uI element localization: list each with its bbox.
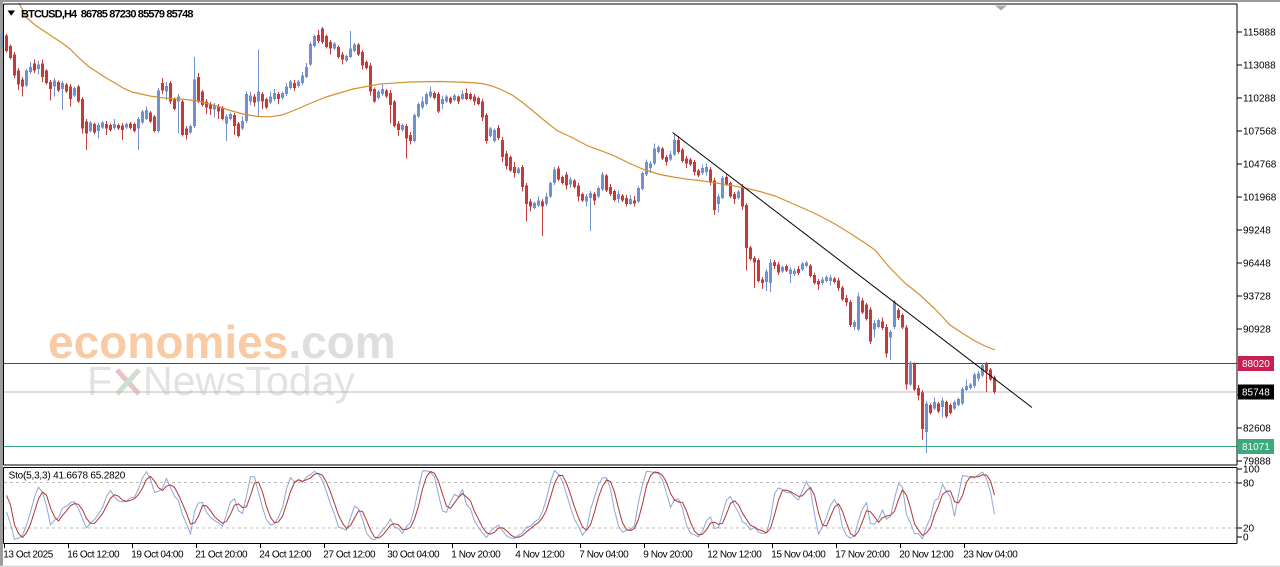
svg-text:96448: 96448 bbox=[1243, 259, 1271, 270]
svg-text:101968: 101968 bbox=[1243, 193, 1277, 204]
svg-text:30 Oct 04:00: 30 Oct 04:00 bbox=[387, 550, 440, 561]
svg-text:20 Nov 12:00: 20 Nov 12:00 bbox=[899, 550, 954, 561]
svg-text:17 Nov 20:00: 17 Nov 20:00 bbox=[835, 550, 890, 561]
svg-text:16 Oct 12:00: 16 Oct 12:00 bbox=[67, 550, 120, 561]
svg-text:90928: 90928 bbox=[1243, 325, 1271, 336]
svg-text:1 Nov 20:00: 1 Nov 20:00 bbox=[451, 550, 501, 561]
svg-text:107568: 107568 bbox=[1243, 127, 1277, 138]
svg-text:12 Nov 12:00: 12 Nov 12:00 bbox=[707, 550, 762, 561]
svg-text:79888: 79888 bbox=[1243, 457, 1271, 468]
svg-text:80: 80 bbox=[1243, 479, 1255, 490]
svg-text:82608: 82608 bbox=[1243, 424, 1271, 435]
svg-text:19 Oct 04:00: 19 Oct 04:00 bbox=[131, 550, 184, 561]
svg-text:20: 20 bbox=[1243, 524, 1255, 535]
svg-text:115888: 115888 bbox=[1243, 28, 1276, 39]
svg-text:Sto(5,3,3) 41.6678 65.2820: Sto(5,3,3) 41.6678 65.2820 bbox=[9, 471, 126, 482]
svg-text:24 Oct 12:00: 24 Oct 12:00 bbox=[259, 550, 312, 561]
svg-text:100: 100 bbox=[1243, 465, 1260, 476]
svg-text:9 Nov 20:00: 9 Nov 20:00 bbox=[643, 550, 693, 561]
svg-text:81071: 81071 bbox=[1242, 442, 1270, 453]
svg-text:27 Oct 12:00: 27 Oct 12:00 bbox=[323, 550, 376, 561]
svg-text:15 Nov 04:00: 15 Nov 04:00 bbox=[771, 550, 826, 561]
svg-text:104768: 104768 bbox=[1243, 160, 1277, 171]
svg-text:13 Oct 2025: 13 Oct 2025 bbox=[3, 550, 53, 561]
svg-text:NewsToday: NewsToday bbox=[143, 358, 355, 404]
svg-text:110288: 110288 bbox=[1243, 94, 1276, 105]
svg-text:7 Nov 04:00: 7 Nov 04:00 bbox=[579, 550, 629, 561]
svg-text:23 Nov 04:00: 23 Nov 04:00 bbox=[963, 550, 1018, 561]
svg-text:BTCUSD,H4 86785 87230 85579 8: BTCUSD,H4 86785 87230 85579 85748 bbox=[21, 9, 193, 21]
svg-text:economies.com: economies.com bbox=[48, 316, 396, 368]
svg-text:93728: 93728 bbox=[1243, 292, 1271, 303]
svg-text:85748: 85748 bbox=[1242, 388, 1270, 399]
svg-text:0: 0 bbox=[1243, 533, 1249, 544]
svg-text:99248: 99248 bbox=[1243, 226, 1271, 237]
svg-text:113088: 113088 bbox=[1243, 61, 1276, 72]
svg-text:88020: 88020 bbox=[1242, 359, 1270, 370]
svg-text:4 Nov 12:00: 4 Nov 12:00 bbox=[515, 550, 565, 561]
svg-text:F: F bbox=[87, 358, 112, 404]
svg-text:21 Oct 20:00: 21 Oct 20:00 bbox=[195, 550, 248, 561]
